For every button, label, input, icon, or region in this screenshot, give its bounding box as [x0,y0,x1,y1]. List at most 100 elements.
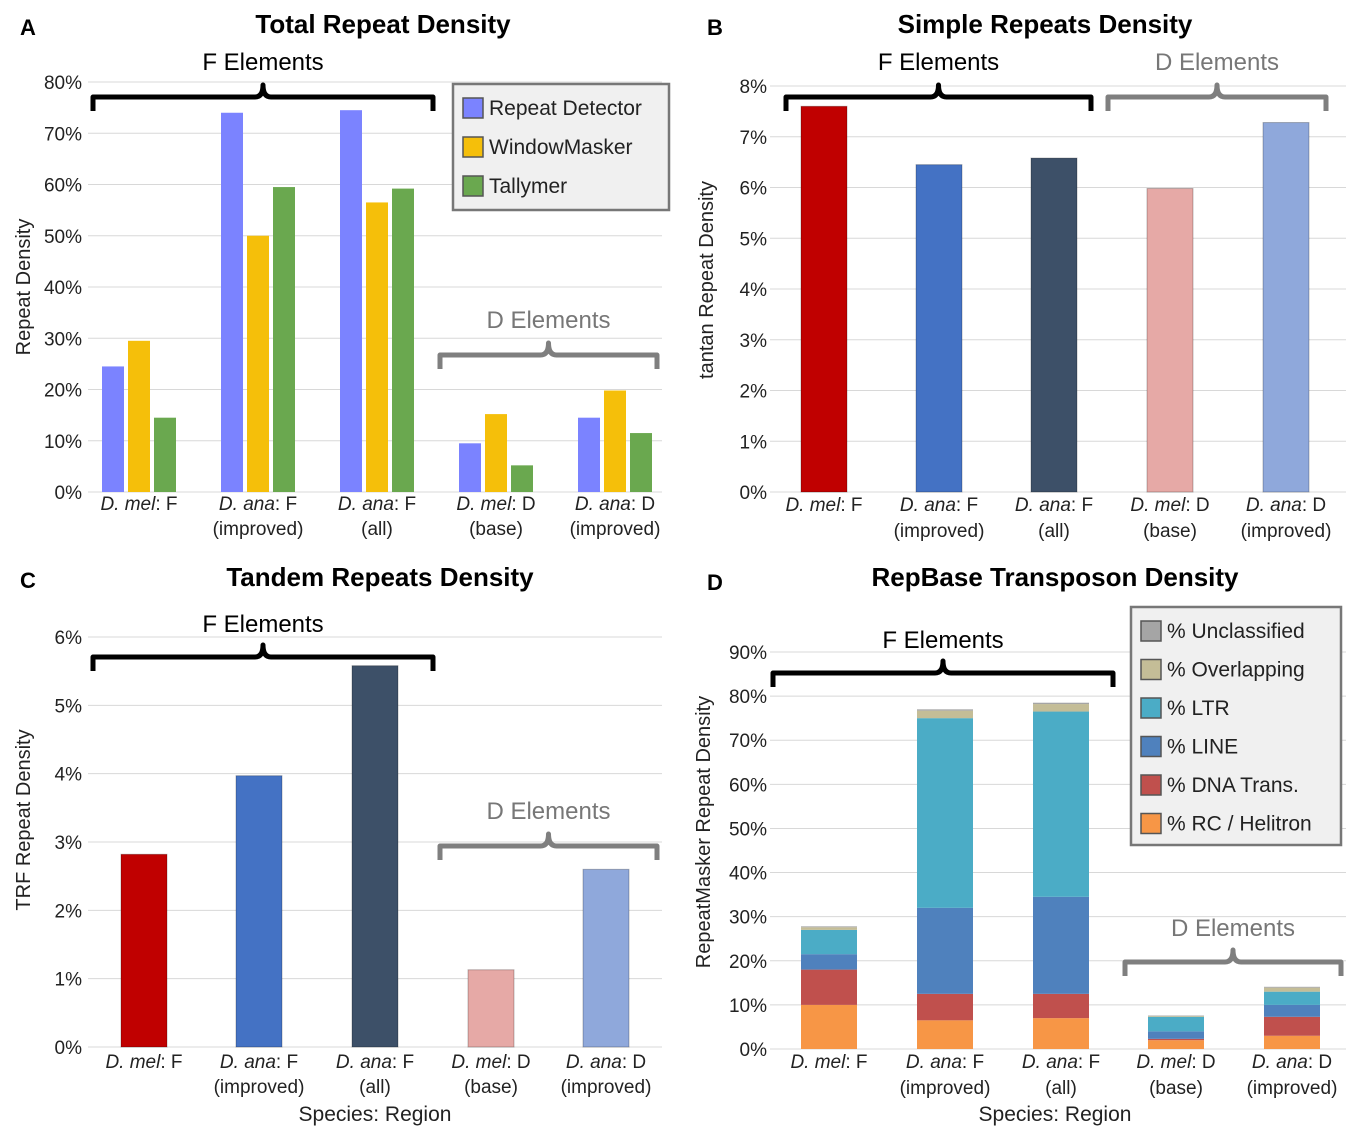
group-brace [437,340,660,369]
legend-label: Tallymer [489,175,567,198]
bar [1146,188,1194,493]
bar-segment [1148,1031,1204,1039]
bar-segment [1148,1015,1204,1017]
y-axis-label: TRF Repeat Density [13,729,35,910]
legend-label: % LINE [1167,736,1238,759]
category-label: D. ana: F [1015,495,1093,516]
category-region: : F [1071,495,1093,516]
y-tick-label: 70% [729,731,767,752]
category-label: D. ana: D [566,1052,646,1073]
category-sublabel: (base) [464,1077,518,1098]
bar [800,105,848,493]
panel-c: C Tandem Repeats Density 0% 1% 2% 3% 4% 5% 6% TRF… [13,562,662,1126]
category-species: D. ana [219,494,275,515]
category-sublabel: (improved) [213,519,304,540]
y-tick-label: 1% [55,970,83,991]
category-label: D. ana: F [900,495,978,516]
panel-b: B Simple Repeats Density 0% 1% 2% 3% 4% 5% 6% 7% 8… [696,9,1346,542]
category-region: : F [956,495,978,516]
legend-swatch [462,136,484,158]
legend-swatch [462,175,484,197]
y-tick-label: 40% [44,278,82,299]
category-species: D. mel [1136,1052,1192,1073]
bar-segment [917,907,973,994]
bar [351,665,399,1048]
bar-segment [1033,702,1089,705]
category-region: : F [392,1052,414,1073]
y-tick-label: 3% [740,331,768,352]
bar [392,188,414,492]
panel-letter: D [707,570,723,595]
bar [235,775,283,1048]
y-axis-label: Repeat Density [13,219,35,356]
bar-segment [1264,1016,1320,1036]
group-label: D Elements [1171,915,1295,942]
bar-segment [801,969,857,1005]
group-label: F Elements [202,611,323,638]
category-region: : F [276,1052,298,1073]
category-region: : D [1185,495,1209,516]
category-region: : F [160,1052,182,1073]
category-sublabel: (improved) [214,1077,305,1098]
y-tick-label: 2% [55,901,83,922]
category-species: D. ana [220,1052,276,1073]
group-label: F Elements [878,49,999,76]
chart-title: RepBase Transposon Density [872,562,1240,592]
bar [485,414,507,492]
category-species: D. ana [1022,1052,1078,1073]
bar-segment [1264,1004,1320,1017]
category-species: D. ana [1252,1052,1308,1073]
y-tick-label: 60% [44,176,82,197]
category-species: D. ana [906,1052,962,1073]
legend-swatch [1140,658,1162,681]
x-axis-label: Species: Region [299,1103,452,1126]
category-sublabel: (all) [1045,1078,1077,1099]
category-label: D. ana: D [1252,1052,1332,1073]
category-sublabel: (improved) [894,521,985,542]
bar [247,235,269,492]
category-region: : D [1308,1052,1332,1073]
group-brace [783,82,1094,111]
category-label: D. mel: F [790,1052,867,1073]
bar [273,187,295,492]
category-region: : F [275,494,297,515]
y-tick-label: 4% [740,280,768,301]
bar [128,340,150,492]
bar-segment [1264,1035,1320,1049]
bar-segment [917,718,973,908]
category-sublabel: (all) [361,519,393,540]
category-label: D. mel: F [100,494,177,515]
category-label: D. mel: F [785,495,862,516]
y-tick-label: 70% [44,124,82,145]
legend-label: % RC / Helitron [1167,813,1312,836]
legend-box [451,82,671,212]
y-tick-label: 20% [729,952,767,973]
bar [154,417,176,492]
panel-letter: C [20,568,36,593]
y-tick-label: 7% [740,128,768,149]
legend-label: WindowMasker [489,136,633,159]
category-label: D. ana: F [336,1052,414,1073]
legend-box [1129,605,1343,847]
bar-segment [801,929,857,955]
category-sublabel: (improved) [1241,521,1332,542]
category-species: D. ana [900,495,956,516]
category-species: D. mel [456,494,512,515]
chart-title: Tandem Repeats Density [226,562,534,592]
category-label: D. mel: D [456,494,535,515]
category-region: : F [840,495,862,516]
y-tick-label: 3% [55,833,83,854]
category-species: D. mel [451,1052,507,1073]
y-axis-label: RepeatMasker Repeat Density [693,696,715,968]
category-label: D. ana: F [219,494,297,515]
legend-label: Repeat Detector [489,97,642,120]
category-species: D. mel [100,494,156,515]
legend-label: % Overlapping [1167,659,1305,682]
category-sublabel: (improved) [561,1077,652,1098]
bar-segment [1033,1018,1089,1049]
category-species: D. ana [1246,495,1302,516]
bar [340,110,362,492]
bar-segment [1148,1016,1204,1032]
category-label: D. ana: F [1022,1052,1100,1073]
category-species: D. ana [1015,495,1071,516]
